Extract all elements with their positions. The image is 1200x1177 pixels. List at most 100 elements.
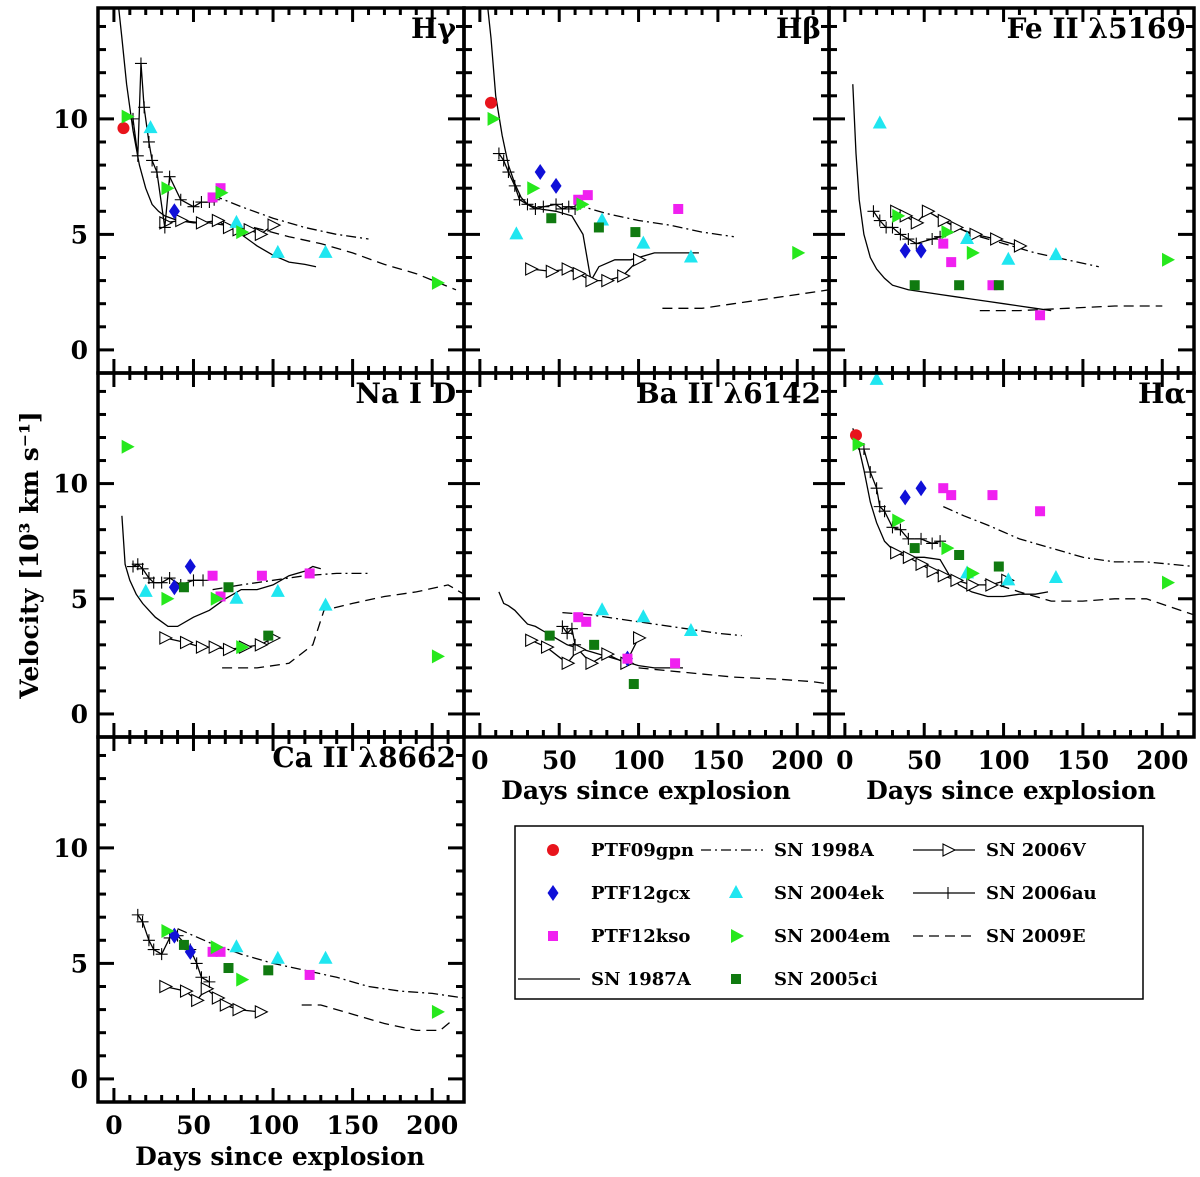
data-point — [561, 656, 576, 671]
data-point — [1048, 570, 1063, 584]
data-point — [215, 185, 229, 200]
y-tick-label: 0 — [71, 700, 88, 729]
data-point — [513, 193, 526, 206]
series-SN2004em — [852, 437, 1176, 590]
data-point — [572, 266, 587, 281]
x-axis-labels: Days since explosion Days since explosio… — [135, 776, 1156, 1171]
panel-title: Hβ — [776, 12, 821, 45]
data-point — [509, 226, 524, 240]
data-point — [937, 568, 952, 583]
axis-ticks — [464, 8, 829, 373]
data-point — [902, 550, 917, 565]
series-SN2004ek — [595, 602, 698, 637]
data-point — [673, 203, 684, 214]
series-PTF12kso — [207, 183, 226, 203]
data-point — [601, 647, 616, 661]
legend-marker — [547, 844, 559, 856]
data-point — [492, 147, 505, 160]
panel-title: Ba II λ6142 — [636, 377, 821, 410]
data-point — [950, 573, 965, 588]
data-point — [178, 582, 189, 593]
data-point — [229, 590, 244, 604]
data-point — [561, 627, 574, 640]
data-point — [990, 232, 1004, 246]
legend-label: SN 2004em — [774, 926, 890, 947]
data-point — [585, 656, 600, 671]
data-point — [178, 939, 189, 950]
data-point — [873, 500, 886, 513]
series-PTF12kso — [938, 238, 1046, 321]
data-point — [168, 203, 180, 220]
data-point — [200, 981, 215, 996]
data-point — [915, 532, 928, 545]
series-SN1987A — [852, 428, 1049, 598]
data-point — [946, 257, 957, 268]
legend-label: PTF09gpn — [591, 840, 694, 861]
panel-5: 0 50 100 150 200 Ba II λ6142 — [462, 371, 831, 775]
series-SN2005ci — [546, 213, 641, 238]
x-tick-label: 200 — [771, 746, 823, 775]
data-point — [969, 227, 984, 242]
series-PTF12kso — [573, 612, 681, 669]
data-point — [318, 597, 333, 611]
series-SN1998A — [562, 611, 742, 637]
x-tick-label: 100 — [977, 746, 1029, 775]
series-line — [177, 928, 464, 999]
data-point — [550, 198, 563, 211]
legend-box — [514, 825, 1144, 1000]
legend-label: PTF12kso — [591, 926, 690, 947]
data-point — [150, 166, 163, 179]
plot-area — [498, 591, 829, 690]
legend-entry-PTF12kso: PTF12kso — [548, 926, 690, 947]
data-point — [184, 558, 196, 575]
data-point — [966, 566, 980, 581]
data-point — [1048, 247, 1063, 261]
data-point — [134, 57, 147, 70]
data-point — [892, 208, 906, 223]
data-point — [158, 221, 171, 234]
series-SN2004ek — [138, 583, 333, 611]
series-PTF09gpn — [117, 122, 130, 135]
data-point — [168, 579, 180, 596]
data-point — [628, 679, 639, 690]
data-point — [915, 242, 927, 259]
data-point — [131, 558, 144, 571]
plot-area — [121, 439, 464, 669]
data-point — [191, 993, 205, 1008]
data-point — [565, 622, 578, 635]
data-point — [256, 570, 267, 581]
data-point — [521, 198, 534, 211]
x-tick-label: 150 — [327, 1111, 379, 1140]
series-line — [561, 626, 576, 645]
legend-marker — [548, 931, 558, 941]
series-line — [852, 428, 1049, 598]
legend-entry-SN2004ek: SN 2004ek — [729, 883, 884, 904]
data-point — [431, 275, 445, 290]
axis-ticks — [829, 373, 1194, 737]
data-point — [926, 537, 939, 550]
data-point — [593, 222, 604, 233]
data-point — [222, 220, 237, 235]
series-line — [638, 667, 829, 685]
series-line — [984, 579, 1194, 616]
legend-label: SN 2009E — [986, 926, 1086, 947]
data-point — [270, 583, 285, 597]
legend-label: PTF12gcx — [591, 883, 690, 904]
x-tick-label: 50 — [907, 746, 942, 775]
data-point — [926, 564, 941, 579]
data-point — [941, 541, 955, 556]
data-point — [121, 439, 135, 454]
data-point — [207, 192, 218, 203]
data-point — [581, 616, 592, 627]
series-line — [852, 84, 1052, 312]
data-point — [197, 574, 210, 587]
data-point — [223, 963, 234, 974]
data-point — [993, 561, 1004, 572]
data-point — [236, 972, 250, 987]
data-point — [1013, 239, 1028, 253]
legend-entry-PTF12gcx: PTF12gcx — [547, 883, 690, 904]
series-SN2009E — [222, 584, 464, 669]
data-point — [595, 602, 610, 616]
data-point — [966, 245, 980, 260]
